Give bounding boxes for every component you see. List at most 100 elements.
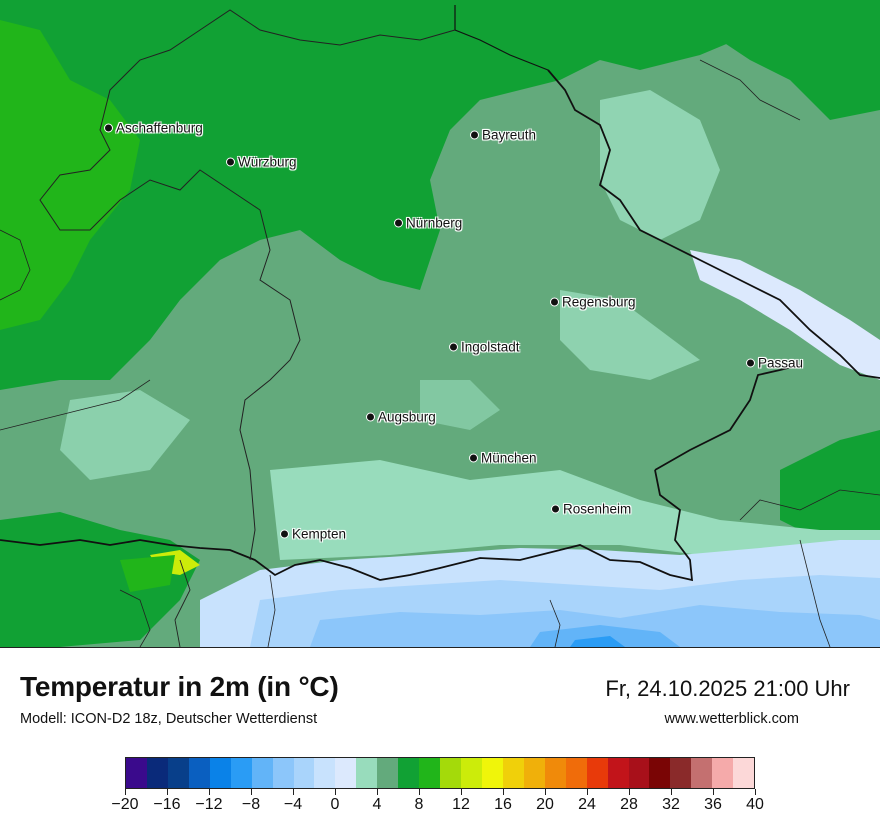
legend-swatch [481,758,503,788]
legend-swatch [230,758,252,788]
legend-tick-label: −20 [111,796,139,813]
city-label: Augsburg [378,409,436,425]
legend-swatch [419,758,441,788]
city-passau[interactable]: Passau [746,356,803,371]
legend-tick [460,789,462,795]
temperature-map[interactable]: Aschaffenburg Würzburg Bayreuth Nürnberg… [0,0,880,648]
legend-tick [418,789,420,795]
city-rosenheim[interactable]: Rosenheim [551,502,631,517]
legend-swatch [293,758,315,788]
legend-swatch [356,758,378,788]
legend-swatch [649,758,671,788]
legend-tick [376,789,378,795]
legend-tick [124,789,126,795]
legend-swatch [733,758,755,788]
map-title: Temperatur in 2m (in °C) [20,671,339,702]
legend-tick [334,789,336,795]
legend-tick [712,789,714,795]
city-marker-icon [470,130,479,140]
legend-tick-label: 20 [536,796,554,813]
legend-tick-label: 4 [372,796,382,813]
legend-tick [754,789,756,795]
city-aschaffenburg[interactable]: Aschaffenburg [104,121,203,136]
city-label: Würzburg [238,154,297,170]
legend-tick [292,789,294,795]
city-label: München [481,450,537,466]
city-marker-icon [280,529,289,539]
legend-swatch [398,758,420,788]
legend-tick-label: 36 [704,796,722,813]
model-source: Modell: ICON-D2 18z, Deutscher Wetterdie… [20,711,318,727]
legend-swatch [670,758,692,788]
legend-swatch [691,758,713,788]
legend-tick-label: −16 [153,796,181,813]
legend-tick-label: 0 [330,796,340,813]
legend-swatch [502,758,524,788]
city-marker-icon [104,123,113,133]
legend-swatch [607,758,629,788]
legend-swatch [712,758,734,788]
map-layer [0,0,880,647]
city-label: Rosenheim [563,501,632,517]
legend-swatch [523,758,545,788]
color-legend-ticks: −20 −16 −12 −8 −4 0 4 8 12 16 20 24 28 32 36 40 [111,789,764,829]
city-label: Aschaffenburg [116,120,203,136]
legend-tick [250,789,252,795]
city-marker-icon [746,358,755,368]
legend-tick-label: 32 [662,796,680,813]
legend-swatch [565,758,587,788]
city-label: Ingolstadt [461,339,520,355]
legend-swatch [544,758,566,788]
legend-swatch [335,758,357,788]
legend-tick-label: 8 [414,796,424,813]
legend-tick [670,789,672,795]
city-kempten[interactable]: Kempten [280,527,346,542]
city-bayreuth[interactable]: Bayreuth [470,128,536,143]
legend-tick [166,789,168,795]
legend-tick-label: 24 [578,796,596,813]
legend-tick-label: 28 [620,796,638,813]
legend-swatch [272,758,294,788]
city-marker-icon [551,504,560,514]
legend-tick [628,789,630,795]
legend-swatch [628,758,650,788]
legend-tick-label: −8 [241,796,261,813]
legend-tick [544,789,546,795]
legend-swatch [188,758,210,788]
legend-swatch [440,758,461,788]
legend-swatch [126,758,147,788]
legend-tick-label: −4 [283,796,303,813]
legend-tick-label: 12 [452,796,470,813]
legend-swatch [586,758,608,788]
legend-tick [586,789,588,795]
city-marker-icon [469,453,478,463]
city-label: Kempten [292,526,347,542]
city-marker-icon [366,412,375,422]
city-label: Bayreuth [482,127,537,143]
city-ingolstadt[interactable]: Ingolstadt [449,340,520,355]
city-muenchen[interactable]: München [469,451,537,466]
city-marker-icon [394,218,403,228]
city-label: Passau [758,355,804,371]
legend-tick [502,789,504,795]
legend-swatch [377,758,399,788]
forecast-datetime: Fr, 24.10.2025 21:00 Uhr [605,676,850,701]
legend-swatch [167,758,189,788]
legend-swatch [314,758,336,788]
city-nuernberg[interactable]: Nürnberg [394,216,462,231]
city-wuerzburg[interactable]: Würzburg [226,155,297,170]
city-augsburg[interactable]: Augsburg [366,410,436,425]
legend-tick [208,789,210,795]
city-label: Nürnberg [406,215,463,231]
legend-swatch [146,758,168,788]
legend-tick-label: 40 [746,796,764,813]
website-link[interactable]: www.wetterblick.com [664,711,799,727]
city-marker-icon [550,297,559,307]
city-marker-icon [226,157,235,167]
legend-tick-label: 16 [494,796,512,813]
legend-swatch [251,758,273,788]
color-legend-bar [125,757,755,789]
legend-swatch [209,758,231,788]
city-regensburg[interactable]: Regensburg [550,295,636,310]
city-label: Regensburg [562,294,636,310]
